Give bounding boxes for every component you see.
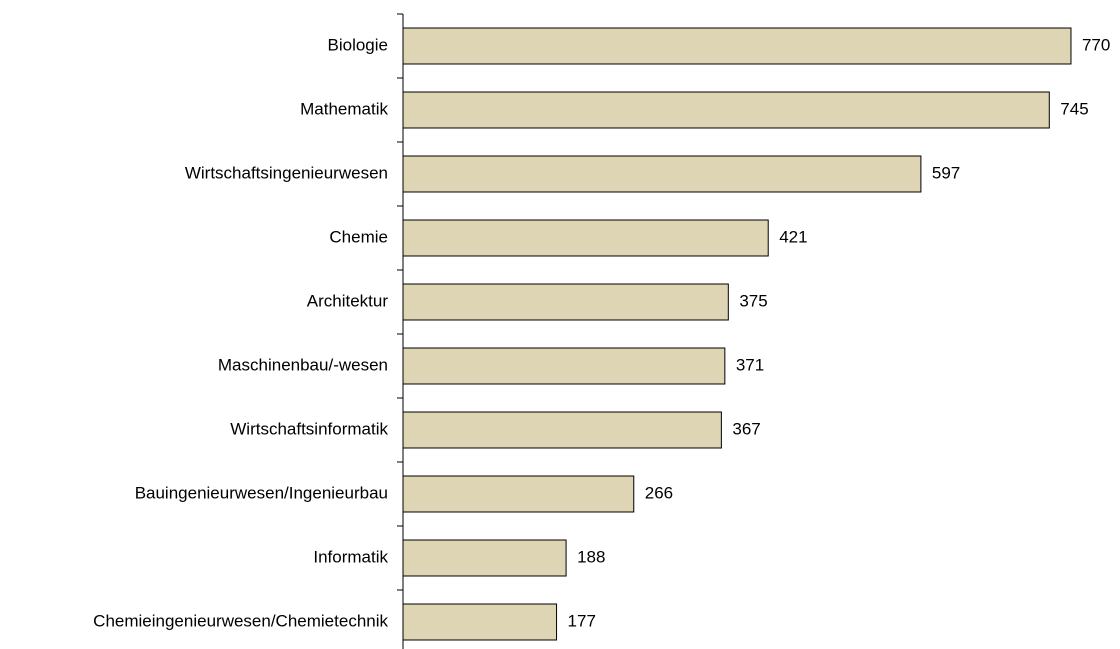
bar (402, 91, 1050, 129)
category-label: Chemie (329, 227, 388, 246)
value-label: 266 (645, 483, 673, 502)
value-label: 745 (1060, 99, 1088, 118)
category-label: Wirtschaftsinformatik (230, 419, 388, 438)
bar (402, 475, 635, 513)
category-label: Bauingenieurwesen/Ingenieurbau (135, 483, 388, 502)
category-label: Architektur (307, 291, 389, 310)
category-label: Mathematik (300, 99, 388, 118)
category-label: Maschinenbau/-wesen (218, 355, 388, 374)
value-label: 375 (739, 291, 767, 310)
bar (402, 283, 729, 321)
value-label: 188 (577, 547, 605, 566)
value-label: 367 (732, 419, 760, 438)
value-label: 177 (568, 611, 596, 630)
bar (402, 219, 769, 257)
value-label: 421 (779, 227, 807, 246)
category-label: Chemieingenieurwesen/Chemietechnik (93, 611, 388, 630)
bar (402, 411, 722, 449)
bar (402, 539, 567, 577)
value-label: 597 (932, 163, 960, 182)
category-label: Biologie (328, 35, 389, 54)
bar (402, 27, 1072, 65)
bar (402, 603, 558, 641)
category-label: Informatik (313, 547, 388, 566)
value-label: 770 (1082, 35, 1110, 54)
bar (402, 347, 726, 385)
value-label: 371 (736, 355, 764, 374)
category-label: Wirtschaftsingenieurwesen (185, 163, 388, 182)
bar (402, 155, 922, 193)
